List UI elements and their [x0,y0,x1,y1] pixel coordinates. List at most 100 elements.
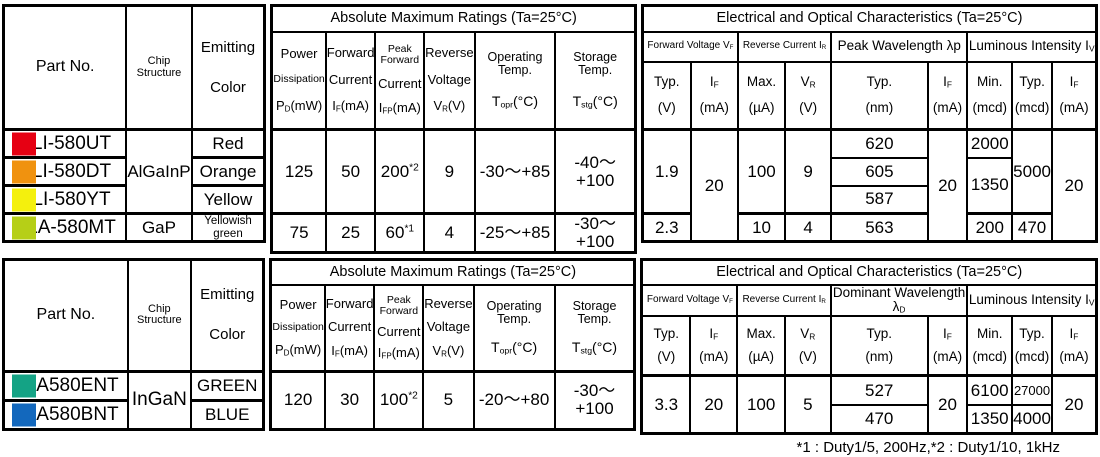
value-ifp: 200*2 [374,128,426,215]
value-ir-vr: 9 [784,128,833,215]
group-header-luminous-intensity: Luminous Intensity IV [966,284,1098,317]
value-wavelength: 620 [830,128,929,159]
col-header-wl-typ: Typ. (nm) [830,60,929,131]
col-header-wl-typ: Typ. (nm) [829,314,929,378]
bottom-table-band: Part No. Chip Structure Emitting Color S… [2,257,1098,436]
group-header-luminous-intensity: Luminous Intensity IV [966,30,1098,63]
table-row: SLI-580DT Orange [2,156,266,187]
value-ir-vr: 5 [783,374,832,435]
table-row: 1.9 20 100 9 620 20 2000 5000 20 [641,128,1098,243]
emitting-color-value: Red [190,128,266,159]
parts-table-top: Part No. Chip Structure Emitting Color S… [2,4,267,243]
footnote: *1 : Duty1/5, 200Hz,*2 : Duty1/10, 1kHz [796,439,1060,457]
value-topr: -25〜+85 [473,212,557,254]
col-header-iv-min: Min. (mcd) [966,60,1014,131]
table-row: 120 30 100*2 5 -20〜+80 -30〜+100 [269,370,636,431]
value-iv-typ: 470 [1011,212,1053,243]
value-topr: -30〜+85 [473,128,557,215]
electro-optical-table-bottom: Electrical and Optical Characteristics (… [640,257,1098,436]
value-vr: 4 [423,212,476,254]
value-vf-typ: 3.3 [640,374,692,435]
value-iv-if: 20 [1051,128,1098,243]
part-cell: SLA580ENT [2,369,129,402]
value-pd: 125 [270,128,327,215]
table-row: 75 25 60*1 4 -25〜+85 -30〜+100 [270,212,637,254]
part-cell: SLA-580MT [2,212,128,243]
value-iv-min: 1350 [966,403,1014,435]
abs-max-ratings-table-top: Absolute Maximum Ratings (Ta=25°C) Power… [270,4,637,254]
header-emitting: Emitting [200,286,255,304]
emitting-color-value: Yellowish green [190,212,266,243]
value-pd: 75 [270,212,327,254]
value-pd: 120 [269,370,326,431]
value-tstg: -30〜+100 [554,212,637,254]
emitting-color-value: Orange [190,156,266,187]
col-header-peak-forward-current: Peak Forward Current IFP(mA) [374,30,426,131]
group-header-forward-voltage: Forward Voltage VF [641,30,739,63]
col-header-vf-if: IF (mA) [689,314,739,378]
col-header-storage-temp: Storage Temp. Tstg(°C) [554,30,637,131]
value-wl-if: 20 [926,128,969,243]
col-header-reverse-voltage: Reverse Voltage VR(V) [422,284,475,373]
emitting-color-value: GREEN [190,369,265,402]
section-title-eoc: Electrical and Optical Characteristics (… [641,4,1098,33]
value-ifp: 60*1 [374,212,426,254]
value-wl-if: 20 [926,374,969,435]
col-header-ir-vr: VR (V) [783,314,832,378]
col-header-operating-temp: Operating Temp. Topr(°C) [472,284,556,373]
value-if: 30 [323,370,376,431]
value-if: 25 [324,212,377,254]
value-iv-if: 20 [1050,374,1098,435]
part-number: SLA-580MT [14,216,116,238]
value-vr: 5 [422,370,475,431]
col-header-forward-current: Forward Current IF(mA) [323,284,376,373]
value-iv-min: 200 [966,212,1014,243]
section-title-amr: Absolute Maximum Ratings (Ta=25°C) [269,258,636,287]
table-row: SLI-580YT Yellow [2,184,266,215]
table-row: 125 50 200*2 9 -30〜+85 -40〜+100 [270,128,637,215]
value-ir-max: 100 [736,128,787,215]
color-swatch-yellow [12,188,36,211]
value-topr: -20〜+80 [472,370,556,431]
table-row: SLA580BNT BLUE [2,398,265,431]
value-vf-if: 20 [689,374,739,435]
part-cell: SLI-580DT [2,156,128,187]
table-row: 3.3 20 100 5 527 20 6100 27000 20 [640,374,1098,435]
table-row: SLA580ENT InGaN GREEN [2,369,265,431]
col-header-ir-max: Max. (µA) [736,314,786,378]
table-row: 2.3 10 4 563 200 470 [641,212,1096,243]
col-header-vf-typ: Typ. (V) [640,314,692,378]
table-row: 470 1350 4000 [642,403,1097,435]
value-tstg: -40〜+100 [554,128,637,215]
col-header-iv-if: IF (mA) [1050,314,1098,378]
top-table-band: Part No. Chip Structure Emitting Color S… [2,4,1098,254]
color-swatch-orange [12,160,36,183]
value-if: 50 [324,128,377,215]
value-iv-typ: 5000 [1011,128,1053,215]
value-wavelength: 587 [830,184,929,215]
header-emitting-color: Emitting Color [190,258,265,373]
part-cell: SLI-580UT [2,128,128,159]
part-number: SLI-580UT [19,132,112,154]
value-wavelength: 563 [830,212,929,243]
section-title-eoc: Electrical and Optical Characteristics (… [640,258,1098,287]
part-number: SLI-580DT [19,160,112,182]
col-header-operating-temp: Operating Temp. Topr(°C) [473,30,557,131]
part-number: SLA580BNT [13,403,119,425]
group-header-forward-voltage: Forward Voltage VF [640,284,739,317]
col-header-iv-if: IF (mA) [1051,60,1098,131]
part-number: SLI-580YT [19,188,111,210]
value-iv-typ: 4000 [1011,403,1053,435]
col-header-forward-current: Forward Current IF(mA) [324,30,377,131]
color-swatch-green [12,374,36,398]
value-wavelength: 470 [829,403,929,435]
value-vr: 9 [423,128,476,215]
value-vf-if: 20 [689,128,739,243]
value-vf-typ: 1.9 [641,128,692,215]
header-part-no: Part No. [2,258,129,373]
value-ifp: 100*2 [373,370,425,431]
header-chip-structure: Chip Structure [125,4,193,131]
group-header-peak-wavelength: Peak Wavelength λp [830,30,969,63]
col-header-storage-temp: Storage Temp. Tstg(°C) [553,284,636,373]
